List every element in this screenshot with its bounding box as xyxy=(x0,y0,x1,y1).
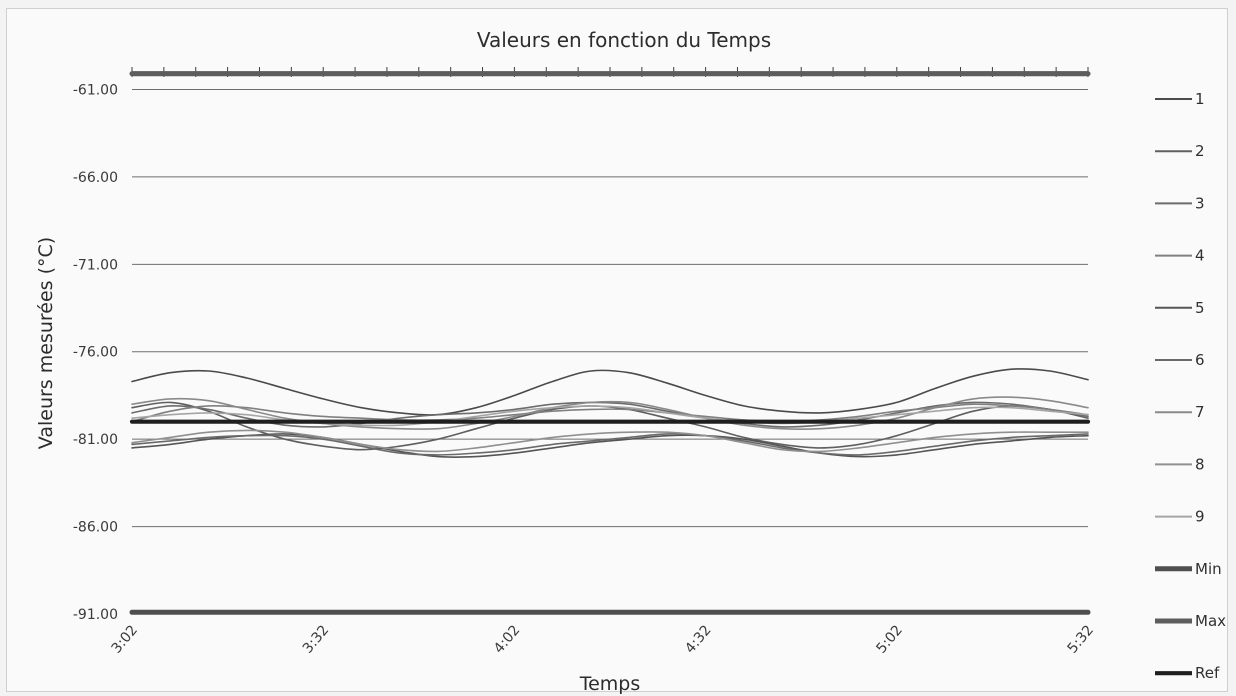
series-line-6 xyxy=(131,433,1089,456)
y-tick-label: -71.00 xyxy=(73,257,118,273)
y-tick-label: -61.00 xyxy=(73,82,118,98)
legend-label-ref: Ref xyxy=(1195,664,1220,682)
y-tick-label: -91.00 xyxy=(73,607,118,623)
x-tick-label: 3:32 xyxy=(300,622,332,656)
legend-label-6: 6 xyxy=(1195,351,1205,369)
y-tick-label: -86.00 xyxy=(73,520,118,536)
y-axis-label: Valeurs mesurées (°C) xyxy=(35,237,57,449)
x-tick-label: 4:32 xyxy=(682,622,714,656)
chart-title: Valeurs en fonction du Temps xyxy=(477,28,771,52)
legend-label-8: 8 xyxy=(1195,455,1205,473)
y-tick-label: -66.00 xyxy=(73,170,118,186)
legend-label-min: Min xyxy=(1195,560,1222,578)
legend-label-4: 4 xyxy=(1195,247,1205,265)
legend-label-7: 7 xyxy=(1195,403,1205,421)
x-axis-label: Temps xyxy=(579,673,641,695)
x-tick-label: 3:02 xyxy=(109,622,141,656)
legend-label-max: Max xyxy=(1195,612,1226,630)
legend-label-9: 9 xyxy=(1195,508,1205,526)
series-line-5 xyxy=(131,433,1089,458)
legend: 1 2 3 4 5 6 7 8 9 Min Max Ref xyxy=(1155,90,1226,682)
y-tick-label: -81.00 xyxy=(73,432,118,448)
series-line-3 xyxy=(131,401,1089,428)
series-line-8 xyxy=(131,429,1089,453)
legend-label-3: 3 xyxy=(1195,194,1205,212)
axis-tick-labels: -61.00 -66.00 -71.00 -76.00 -81.00 -86.00 -91.… xyxy=(73,82,1097,656)
legend-label-2: 2 xyxy=(1195,142,1205,160)
x-tick-label: 5:32 xyxy=(1065,622,1097,656)
y-tick-label: -76.00 xyxy=(73,345,118,361)
series-lines xyxy=(129,71,1091,615)
x-tick-label: 5:02 xyxy=(873,622,905,656)
series-line-1 xyxy=(131,368,1089,416)
x-tick-label: 4:02 xyxy=(491,622,523,656)
legend-label-5: 5 xyxy=(1195,299,1205,317)
grid xyxy=(132,88,1088,615)
chart-frame xyxy=(6,8,1228,692)
series-line-7 xyxy=(131,396,1089,430)
legend-label-1: 1 xyxy=(1195,90,1205,108)
